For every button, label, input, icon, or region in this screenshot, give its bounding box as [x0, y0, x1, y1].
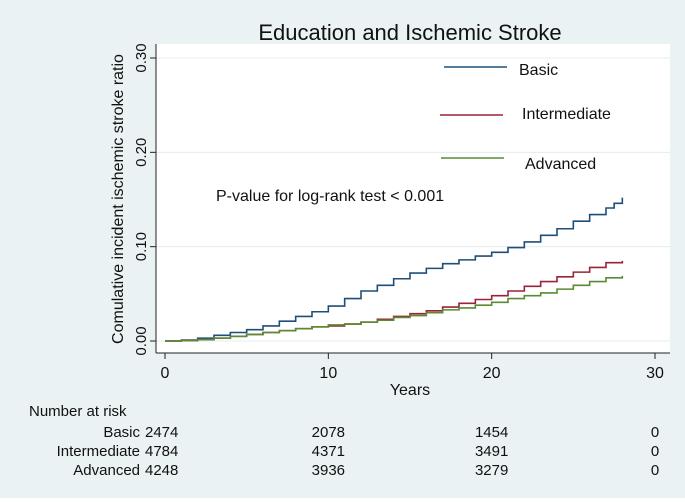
risk-table-title: Number at risk	[29, 403, 127, 420]
chart-title: Education and Ischemic Stroke	[258, 20, 561, 45]
x-tick-label: 10	[319, 365, 337, 382]
logrank-annotation: P-value for log-rank test < 0.001	[216, 188, 444, 205]
risk-cell: 4248	[145, 462, 179, 479]
risk-cell: 0	[650, 443, 660, 460]
x-tick-label: 0	[161, 365, 170, 382]
legend-label-basic: Basic	[519, 62, 558, 79]
y-tick-label: 0.20	[133, 138, 150, 167]
axes: 0.00 0.10 0.20 0.30 0 10 20 30	[133, 43, 670, 382]
series-line-basic	[165, 197, 624, 342]
plot-area	[156, 44, 670, 353]
risk-cell: 1454	[474, 424, 509, 441]
y-axis-label: Comulative incident ischemic stroke rati…	[110, 54, 127, 344]
risk-row-label-basic: Basic	[103, 424, 140, 441]
risk-cell: 2474	[145, 424, 179, 441]
x-tick-label: 20	[483, 365, 501, 382]
gridlines	[156, 57, 670, 342]
legend: Basic Intermediate Advanced	[440, 62, 611, 173]
risk-cell: 0	[650, 424, 660, 441]
y-tick-label: 0.10	[133, 232, 150, 261]
risk-cell: 3936	[311, 462, 346, 479]
risk-cell: 0	[650, 462, 660, 479]
legend-label-advanced: Advanced	[525, 156, 596, 173]
x-tick-label: 30	[646, 365, 664, 382]
y-tick-label: 0.30	[133, 43, 150, 72]
legend-label-intermediate: Intermediate	[522, 106, 611, 123]
risk-cell: 2078	[311, 424, 346, 441]
y-tick-label: 0.00	[133, 326, 150, 355]
x-axis-label: Years	[390, 382, 430, 399]
risk-row-label-advanced: Advanced	[73, 462, 140, 479]
risk-row-label-intermediate: Intermediate	[56, 443, 140, 460]
series-lines	[165, 197, 624, 342]
series-line-advanced	[165, 275, 624, 342]
risk-cell: 4371	[311, 443, 346, 460]
risk-cell: 3279	[474, 462, 509, 479]
risk-cell: 3491	[474, 443, 509, 460]
risk-cell: 4784	[145, 443, 179, 460]
